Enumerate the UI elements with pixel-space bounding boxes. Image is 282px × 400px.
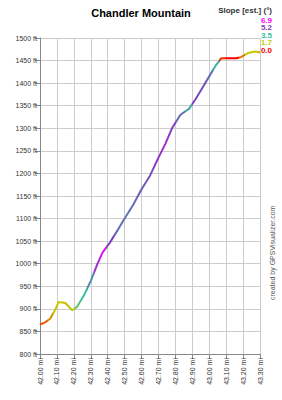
svg-text:6.9: 6.9 <box>260 15 272 25</box>
svg-text:800 ft: 800 ft <box>19 351 37 358</box>
svg-text:42.30 mi: 42.30 mi <box>87 358 94 385</box>
svg-text:3.5: 3.5 <box>260 30 272 40</box>
svg-text:43.10 mi: 43.10 mi <box>223 358 230 385</box>
svg-text:900 ft: 900 ft <box>19 305 37 312</box>
svg-text:42.60 mi: 42.60 mi <box>138 358 145 385</box>
svg-text:43.20 mi: 43.20 mi <box>240 358 247 385</box>
svg-text:1450 ft: 1450 ft <box>16 57 37 64</box>
svg-text:42.80 mi: 42.80 mi <box>172 358 179 385</box>
svg-text:950 ft: 950 ft <box>19 283 37 290</box>
svg-text:42.90 mi: 42.90 mi <box>189 358 196 385</box>
svg-text:1400 ft: 1400 ft <box>16 80 37 87</box>
svg-text:850 ft: 850 ft <box>19 328 37 335</box>
svg-text:42.70 mi: 42.70 mi <box>155 358 162 385</box>
svg-text:1.7: 1.7 <box>260 38 272 47</box>
svg-text:created by GPSVisualizer.com: created by GPSVisualizer.com <box>269 205 277 300</box>
svg-text:1050 ft: 1050 ft <box>16 238 37 245</box>
svg-text:5.2: 5.2 <box>260 23 272 32</box>
svg-text:Chandler Mountain: Chandler Mountain <box>91 7 191 19</box>
svg-text:1200 ft: 1200 ft <box>16 170 37 177</box>
svg-text:1100 ft: 1100 ft <box>16 215 37 222</box>
svg-text:1300 ft: 1300 ft <box>16 125 37 132</box>
svg-text:1000 ft: 1000 ft <box>16 260 37 267</box>
svg-text:42.40 mi: 42.40 mi <box>104 358 111 385</box>
svg-text:42.10 mi: 42.10 mi <box>53 358 60 385</box>
svg-text:1150 ft: 1150 ft <box>16 193 37 200</box>
svg-text:43.30 mi: 43.30 mi <box>257 358 264 385</box>
svg-text:1350 ft: 1350 ft <box>16 102 37 109</box>
svg-text:43.00 mi: 43.00 mi <box>206 358 213 385</box>
svg-text:0.0: 0.0 <box>261 46 273 55</box>
svg-text:42.20 mi: 42.20 mi <box>70 358 77 385</box>
svg-text:42.50 mi: 42.50 mi <box>121 358 128 385</box>
svg-text:1250 ft: 1250 ft <box>16 147 37 154</box>
svg-text:42.00 mi: 42.00 mi <box>37 358 44 385</box>
svg-text:Slope [est.] (°): Slope [est.] (°) <box>218 6 272 15</box>
svg-text:1500 ft: 1500 ft <box>16 35 37 42</box>
